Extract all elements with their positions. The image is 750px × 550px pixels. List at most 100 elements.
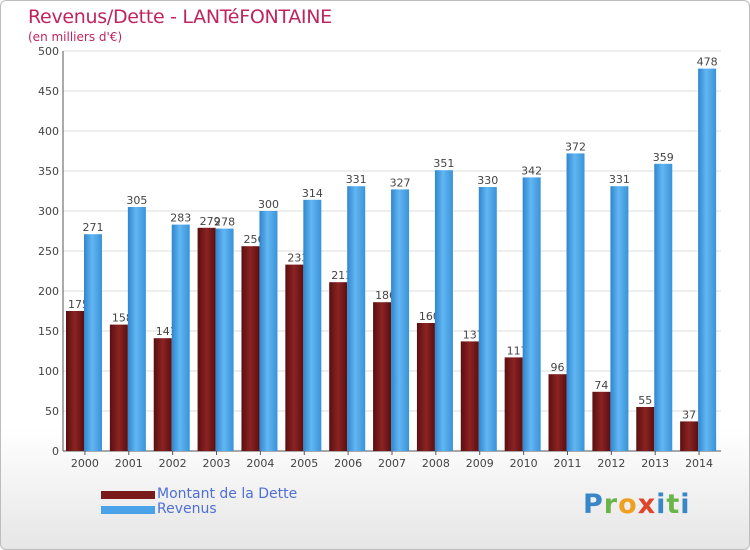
data-label-revenue: 283 (170, 212, 191, 225)
y-tick-label: 400 (38, 125, 59, 138)
y-tick-label: 200 (38, 285, 59, 298)
bar-debt (373, 302, 392, 451)
data-label-debt: 55 (638, 394, 652, 407)
data-label-debt: 96 (551, 361, 565, 374)
data-label-revenue: 271 (83, 221, 104, 234)
data-label-revenue: 300 (258, 198, 279, 211)
data-label-revenue: 331 (609, 173, 630, 186)
x-tick-label: 2002 (159, 457, 187, 470)
logo-letter: t (666, 489, 681, 520)
logo-letter: P (583, 489, 604, 520)
data-label-debt: 175 (68, 298, 89, 311)
x-tick-label: 2005 (290, 457, 318, 470)
legend-item-revenue: Revenus (101, 502, 297, 517)
legend: Montant de la Dette Revenus (101, 487, 297, 517)
bar-debt (109, 324, 128, 451)
y-tick-label: 350 (38, 165, 59, 178)
bar-revenue (84, 234, 102, 451)
logo-letter: o (618, 489, 638, 520)
proxiti-logo: Proxiti (583, 487, 691, 523)
bar-revenue (654, 163, 673, 452)
y-tick-label: 250 (38, 245, 59, 258)
data-label-debt: 158 (112, 312, 133, 325)
x-tick-label: 2001 (115, 457, 143, 470)
bar-revenue (610, 186, 629, 451)
data-label-debt: 186 (375, 289, 396, 302)
data-label-revenue: 331 (346, 173, 367, 186)
bar-revenue (347, 186, 366, 451)
bar-revenue (434, 170, 453, 451)
bar-revenue (303, 199, 322, 451)
data-label-revenue: 278 (214, 216, 235, 229)
y-tick-label: 450 (38, 85, 59, 98)
bar-debt (636, 407, 655, 451)
data-label-revenue: 342 (521, 164, 542, 177)
bar-debt (460, 341, 479, 451)
data-label-revenue: 359 (653, 151, 674, 164)
x-tick-label: 2011 (553, 457, 581, 470)
data-label-debt: 211 (331, 269, 352, 282)
x-tick-label: 2014 (685, 457, 713, 470)
logo-letter: r (603, 489, 619, 520)
data-label-debt: 279 (200, 215, 221, 228)
bar-debt (197, 227, 216, 451)
bar-debt (285, 264, 304, 451)
legend-swatch-revenue (101, 505, 155, 514)
legend-swatch-debt (101, 490, 155, 499)
x-tick-label: 2004 (246, 457, 274, 470)
y-tick-label: 0 (52, 445, 59, 458)
logo-letter: i (656, 489, 667, 520)
data-label-debt: 233 (287, 252, 308, 265)
data-label-debt: 141 (156, 325, 177, 338)
bar-revenue (259, 211, 278, 451)
x-tick-label: 2000 (71, 457, 99, 470)
data-label-revenue: 330 (477, 174, 498, 187)
bar-debt (241, 246, 260, 451)
data-label-revenue: 327 (390, 176, 411, 189)
x-tick-label: 2010 (510, 457, 538, 470)
data-label-debt: 37 (682, 408, 696, 421)
x-tick-label: 2008 (422, 457, 450, 470)
bar-debt (548, 374, 567, 451)
x-tick-label: 2007 (378, 457, 406, 470)
bar-revenue (127, 207, 146, 451)
chart-title: Revenus/Dette - LANTéFONTAINE (28, 6, 332, 28)
bar-revenue (391, 189, 410, 451)
x-tick-label: 2006 (334, 457, 362, 470)
bar-debt (153, 338, 172, 451)
data-label-debt: 74 (594, 379, 608, 392)
legend-item-debt: Montant de la Dette (101, 487, 297, 502)
bar-debt (416, 323, 435, 451)
y-tick-label: 50 (45, 405, 59, 418)
data-label-debt: 160 (419, 310, 440, 323)
y-tick-label: 300 (38, 205, 59, 218)
bar-debt (680, 421, 699, 451)
x-tick-label: 2003 (203, 457, 231, 470)
chart-subtitle: (en milliers d'€) (28, 30, 123, 44)
bar-revenue (215, 228, 234, 451)
logo-letter: i (680, 489, 691, 520)
data-label-revenue: 372 (565, 140, 586, 153)
y-tick-label: 150 (38, 325, 59, 338)
bar-revenue (698, 68, 717, 451)
data-label-revenue: 351 (433, 157, 454, 170)
bar-revenue (522, 177, 541, 451)
bar-revenue (171, 224, 190, 451)
data-label-revenue: 314 (302, 187, 323, 200)
data-label-revenue: 478 (697, 56, 718, 69)
logo-letter: x (637, 489, 657, 520)
bar-debt (592, 391, 611, 451)
data-label-revenue: 305 (126, 194, 147, 207)
legend-label-revenue: Revenus (157, 501, 217, 517)
legend-label-debt: Montant de la Dette (157, 486, 298, 502)
bar-debt (329, 282, 348, 451)
bar-debt (66, 311, 84, 451)
bar-revenue (478, 187, 497, 451)
x-tick-label: 2013 (641, 457, 669, 470)
data-label-debt: 137 (463, 328, 484, 341)
bar-revenue (566, 153, 585, 451)
data-label-debt: 117 (507, 344, 528, 357)
y-tick-label: 500 (38, 45, 59, 58)
